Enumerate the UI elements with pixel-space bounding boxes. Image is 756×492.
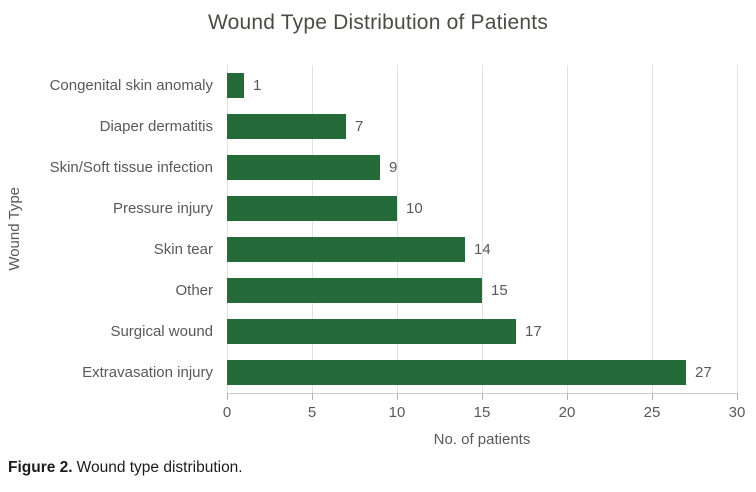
bar [227,155,380,180]
gridline [311,65,313,393]
plot-area: 1 7 9 10 14 15 17 27 [226,65,738,400]
figure-caption: Figure 2. Wound type distribution. [8,459,243,477]
x-tick-label: 0 [222,404,232,421]
category-label: Skin tear [153,241,213,258]
category-axis: Congenital skin anomaly Diaper dermatitis… [0,65,227,393]
bar [227,278,482,303]
x-tick-mark [736,393,738,400]
bar-value-label: 17 [525,323,542,340]
bar-value-label: 10 [406,200,423,217]
gridline [226,65,228,393]
figure-caption-number: Figure 2. [8,459,73,476]
bar-value-label: 27 [695,364,712,381]
figure-caption-text: Wound type distribution. [76,459,243,476]
bar-value-label: 7 [355,118,364,135]
bar-value-label: 9 [389,159,398,176]
x-tick-mark [481,393,483,400]
bar [227,360,686,385]
category-label: Diaper dermatitis [99,118,213,135]
category-label: Pressure injury [112,200,213,217]
bar [227,73,244,98]
x-tick-label: 30 [728,404,746,421]
bar-row: 9 [227,147,737,188]
x-tick-label: 5 [307,404,317,421]
x-tick-mark [651,393,653,400]
bar [227,237,465,262]
gridline [651,65,653,393]
chart-title: Wound Type Distribution of Patients [207,11,549,34]
gridline [481,65,483,393]
bar-row: 7 [227,106,737,147]
bar-row: 14 [227,229,737,270]
x-tick-mark [226,393,228,400]
gridline [736,65,738,393]
bar-row: 27 [227,352,737,393]
category-label: Surgical wound [110,323,213,340]
bar-value-label: 14 [474,241,491,258]
x-tick-mark [566,393,568,400]
bar-row: 10 [227,188,737,229]
bar-value-label: 15 [491,282,508,299]
x-tick-mark [311,393,313,400]
x-tick-label: 15 [473,404,491,421]
category-label: Other [175,282,213,299]
bar-row: 15 [227,270,737,311]
bar [227,319,516,344]
gridline [566,65,568,393]
x-tick-label: 25 [643,404,661,421]
x-axis-tick-labels: 0 5 10 15 20 25 30 [223,404,746,422]
bar-row: 17 [227,311,737,352]
bar [227,196,397,221]
bar-value-label: 1 [253,77,262,94]
bar-row: 1 [227,65,737,106]
x-tick-mark [396,393,398,400]
category-label: Skin/Soft tissue infection [49,159,213,176]
bar-series: 1 7 9 10 14 15 17 27 [227,65,737,393]
category-label: Extravasation injury [82,364,213,381]
x-axis-title: No. of patients [433,431,531,448]
category-label: Congenital skin anomaly [49,77,213,94]
x-tick-label: 20 [558,404,576,421]
x-tick-label: 10 [388,404,406,421]
bar [227,114,346,139]
gridline [396,65,398,393]
